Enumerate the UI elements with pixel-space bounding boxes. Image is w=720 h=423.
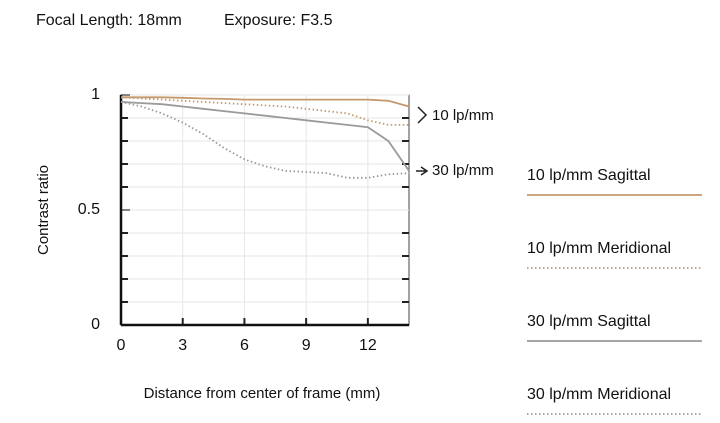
series-line	[121, 96, 410, 108]
series-line	[120, 96, 409, 126]
series-line	[120, 101, 410, 179]
x-tick-label: 9	[302, 337, 311, 354]
legend-label: 10 lp/mm Meridional	[527, 240, 671, 257]
x-axis-label: Distance from center of frame (mm)	[144, 385, 381, 402]
x-tick-label: 6	[240, 337, 249, 354]
y-tick-label: 0.5	[78, 201, 100, 218]
pointer-arrow	[416, 166, 429, 176]
x-tick-label: 12	[359, 337, 377, 354]
bracket-arrow	[417, 106, 428, 124]
legend-label: 30 lp/mm Sagittal	[527, 313, 651, 330]
y-axis-label: Contrast ratio	[35, 165, 52, 255]
annotation: 10 lp/mm	[432, 107, 494, 124]
y-tick-label: 0	[91, 316, 100, 333]
series-line	[120, 101, 410, 172]
chart-title: Focal Length: 18mm	[36, 12, 182, 29]
annotation: 30 lp/mm	[432, 162, 494, 179]
legend-label: 10 lp/mm Sagittal	[527, 167, 651, 184]
y-tick-label: 1	[91, 86, 100, 103]
x-tick-label: 3	[178, 337, 187, 354]
chart-subtitle: Exposure: F3.5	[224, 12, 333, 29]
legend-label: 30 lp/mm Meridional	[527, 386, 671, 403]
x-tick-label: 0	[117, 337, 126, 354]
